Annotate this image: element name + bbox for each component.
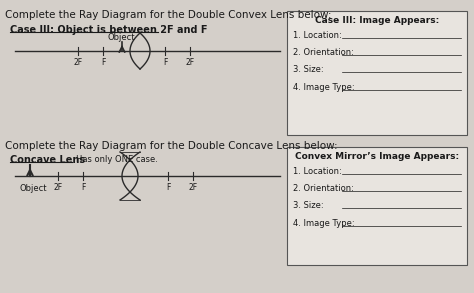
Text: 4. Image Type:: 4. Image Type: [293,219,355,228]
Text: 2F: 2F [54,183,63,192]
Text: Has only ONE case.: Has only ONE case. [76,155,158,164]
Text: F: F [163,58,167,67]
Text: Concave Lens: Concave Lens [10,155,85,165]
Text: F: F [166,183,170,192]
Text: 2F: 2F [185,58,194,67]
Text: Convex Mirror’s Image Appears:: Convex Mirror’s Image Appears: [295,152,459,161]
Text: 4. Image Type:: 4. Image Type: [293,83,355,92]
Text: F: F [101,58,105,67]
Text: Case III: Object is between 2F and F: Case III: Object is between 2F and F [10,25,208,35]
Text: Object: Object [20,184,47,193]
Text: 3. Size:: 3. Size: [293,65,324,74]
Text: 3. Size:: 3. Size: [293,201,324,210]
Text: Complete the Ray Diagram for the Double Convex Lens below:: Complete the Ray Diagram for the Double … [5,10,331,20]
Text: 2F: 2F [189,183,198,192]
Text: 2F: 2F [73,58,82,67]
Text: 2. Orientation:: 2. Orientation: [293,184,354,193]
Text: Complete the Ray Diagram for the Double Concave Lens below:: Complete the Ray Diagram for the Double … [5,141,337,151]
Text: Object: Object [108,33,136,42]
FancyBboxPatch shape [287,11,467,135]
Text: 1. Location:: 1. Location: [293,31,342,40]
Text: Case III: Image Appears:: Case III: Image Appears: [315,16,439,25]
Text: 1. Location:: 1. Location: [293,167,342,176]
Text: F: F [81,183,85,192]
FancyBboxPatch shape [287,147,467,265]
Text: 2. Orientation:: 2. Orientation: [293,48,354,57]
